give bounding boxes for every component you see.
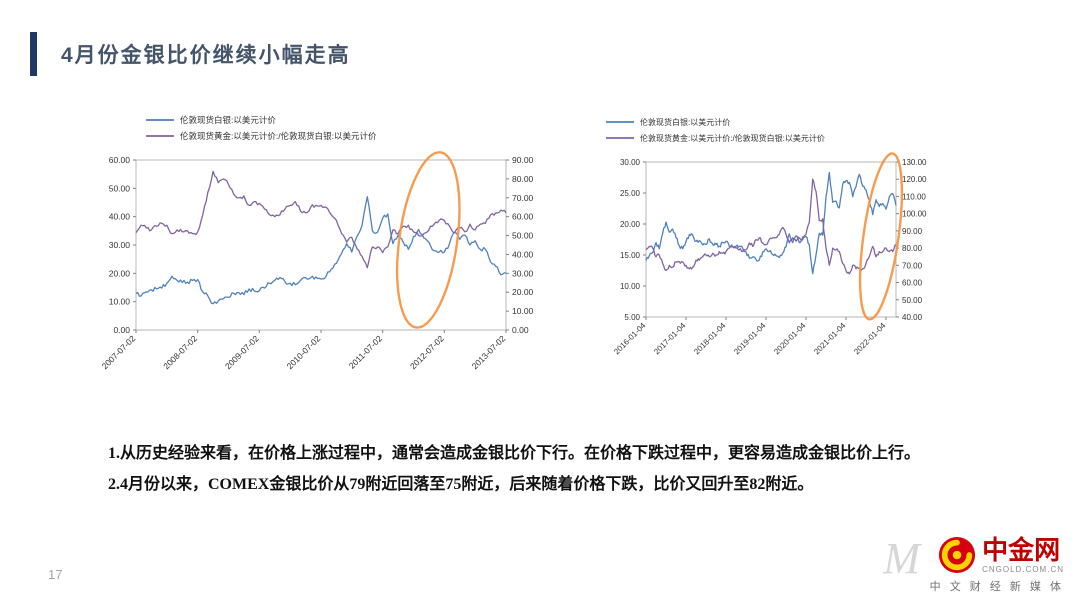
slide-header: 4月份金银比价继续小幅走高: [30, 32, 351, 76]
svg-text:130.00: 130.00: [902, 158, 927, 167]
svg-text:70.00: 70.00: [902, 261, 923, 270]
svg-text:2020-01-04: 2020-01-04: [772, 321, 808, 357]
svg-text:10.00: 10.00: [109, 297, 131, 307]
brand-text: 中金网 CNGOLD.COM.CN: [982, 537, 1064, 574]
svg-text:40.00: 40.00: [109, 212, 131, 222]
svg-text:60.00: 60.00: [109, 155, 131, 165]
svg-text:30.00: 30.00: [512, 268, 534, 278]
svg-text:2009-07-02: 2009-07-02: [223, 333, 261, 371]
svg-text:2008-07-02: 2008-07-02: [161, 333, 199, 371]
svg-text:60.00: 60.00: [902, 279, 923, 288]
brand-row: 中金网 CNGOLD.COM.CN: [874, 536, 1064, 574]
svg-text:2019-01-04: 2019-01-04: [732, 321, 768, 357]
brand-domain: CNGOLD.COM.CN: [982, 564, 1064, 574]
svg-text:伦敦现货黄金:以美元计价:/伦敦现货白银:以美元计价: 伦敦现货黄金:以美元计价:/伦敦现货白银:以美元计价: [640, 133, 825, 143]
analysis-notes: 1.从历史经验来看，在价格上涨过程中，通常会造成金银比价下行。在价格下跌过程中，…: [108, 438, 988, 500]
svg-text:50.00: 50.00: [512, 231, 534, 241]
svg-text:90.00: 90.00: [902, 227, 923, 236]
brand-tagline: 中 文 财 经 新 媒 体: [929, 581, 1064, 593]
svg-text:40.00: 40.00: [902, 313, 923, 322]
svg-text:2018-01-04: 2018-01-04: [692, 321, 728, 357]
note-line-1: 1.从历史经验来看，在价格上涨过程中，通常会造成金银比价下行。在价格下跌过程中，…: [108, 445, 921, 462]
svg-text:10.00: 10.00: [512, 306, 534, 316]
highlight-ellipse: [395, 151, 461, 329]
silver-ratio-chart-2007-2013: 0.00 10.00 20.00 30.00 40.00 50.00 60.00 0.00 10…: [100, 115, 534, 371]
silver-ratio-chart-2016-2022: 5.00 10.00 15.00 20.00 25.00 30.00 40.00 50.00 6…: [606, 117, 927, 357]
svg-text:50.00: 50.00: [902, 296, 923, 305]
chart-axes: 0.00 10.00 20.00 30.00 40.00 50.00 60.00 0.00 10…: [100, 155, 534, 371]
brand-block: 中金网 CNGOLD.COM.CN 中 文 财 经 新 媒 体: [874, 536, 1064, 594]
svg-text:25.00: 25.00: [620, 189, 641, 198]
svg-text:0.00: 0.00: [512, 325, 529, 335]
svg-text:90.00: 90.00: [512, 155, 534, 165]
svg-text:伦敦现货白银:以美元计价: 伦敦现货白银:以美元计价: [640, 117, 730, 127]
svg-text:0.00: 0.00: [113, 325, 130, 335]
svg-text:20.00: 20.00: [620, 220, 641, 229]
svg-text:20.00: 20.00: [512, 287, 534, 297]
svg-text:30.00: 30.00: [620, 158, 641, 167]
series-silver-price: [645, 171, 897, 275]
svg-text:80.00: 80.00: [902, 244, 923, 253]
cngold-logo-icon: [939, 536, 976, 574]
brand-name: 中金网: [982, 534, 1061, 565]
svg-text:30.00: 30.00: [109, 240, 131, 250]
svg-text:2010-07-02: 2010-07-02: [285, 333, 323, 371]
svg-text:2016-01-04: 2016-01-04: [612, 321, 648, 357]
watermark-text: M: [883, 534, 920, 583]
svg-text:5.00: 5.00: [624, 313, 640, 322]
svg-text:2021-01-04: 2021-01-04: [812, 321, 848, 357]
svg-text:2011-07-02: 2011-07-02: [347, 333, 385, 371]
page-number: 17: [48, 567, 63, 582]
svg-text:20.00: 20.00: [109, 268, 131, 278]
svg-text:伦敦现货白银:以美元计价: 伦敦现货白银:以美元计价: [180, 115, 276, 125]
series-gold-silver-ratio: [135, 170, 507, 269]
series-silver-price: [135, 196, 507, 305]
svg-text:2013-07-02: 2013-07-02: [470, 333, 508, 371]
svg-text:伦敦现货黄金:以美元计价:/伦敦现货白银:以美元计价: 伦敦现货黄金:以美元计价:/伦敦现货白银:以美元计价: [180, 131, 377, 141]
note-line-2: 2.4月份以来，COMEX金银比价从79附近回落至75附近，后来随着价格下跌，比…: [108, 476, 814, 494]
svg-text:80.00: 80.00: [512, 174, 534, 184]
title-accent-bar: [30, 32, 37, 76]
svg-text:15.00: 15.00: [620, 251, 641, 260]
page-title: 4月份金银比价继续小幅走高: [61, 44, 351, 67]
svg-text:120.00: 120.00: [902, 175, 927, 184]
svg-text:100.00: 100.00: [902, 210, 927, 219]
svg-text:2012-07-02: 2012-07-02: [408, 333, 446, 371]
svg-text:60.00: 60.00: [512, 212, 534, 222]
highlight-ellipse: [858, 152, 904, 321]
svg-text:110.00: 110.00: [902, 192, 926, 201]
svg-text:10.00: 10.00: [620, 282, 641, 291]
svg-text:2022-01-04: 2022-01-04: [852, 321, 888, 357]
svg-text:2007-07-02: 2007-07-02: [100, 333, 138, 371]
series-gold-silver-ratio: [645, 178, 897, 275]
svg-text:2017-01-04: 2017-01-04: [652, 321, 688, 357]
svg-text:50.00: 50.00: [109, 183, 131, 193]
svg-text:40.00: 40.00: [512, 249, 534, 259]
svg-text:70.00: 70.00: [512, 193, 534, 203]
